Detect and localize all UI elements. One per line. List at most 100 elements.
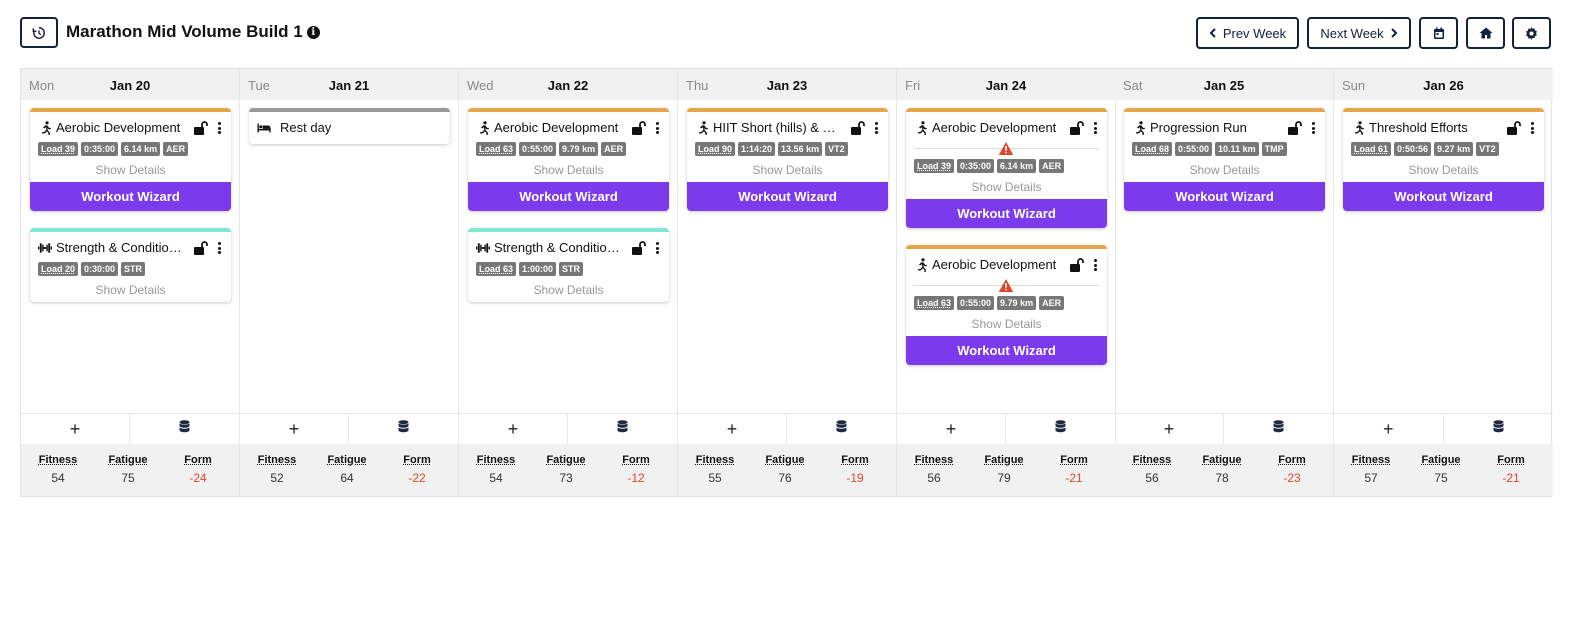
fatigue-label[interactable]: Fatigue: [1421, 454, 1461, 466]
form-label[interactable]: Form: [184, 454, 212, 466]
unlock-icon[interactable]: [850, 120, 866, 136]
fitness-label[interactable]: Fitness: [914, 454, 954, 466]
show-details-link[interactable]: Show Details: [752, 163, 823, 177]
unlock-icon[interactable]: [193, 120, 209, 136]
unlock-icon[interactable]: [1069, 257, 1085, 273]
warning-icon[interactable]: [998, 141, 1014, 156]
workout-wizard-button[interactable]: Workout Wizard: [1343, 182, 1544, 211]
add-workout-button[interactable]: +: [459, 414, 568, 444]
unlock-icon[interactable]: [1069, 120, 1085, 136]
workout-title[interactable]: Aerobic Development: [932, 257, 1057, 272]
home-button[interactable]: [1466, 17, 1505, 49]
workout-library-button[interactable]: [1224, 414, 1333, 444]
show-details-link[interactable]: Show Details: [95, 163, 166, 177]
workout-title[interactable]: Strength & Conditioning: [494, 240, 624, 255]
show-details-link[interactable]: Show Details: [971, 317, 1042, 331]
fatigue-label[interactable]: Fatigue: [546, 454, 586, 466]
workout-card[interactable]: Threshold Efforts Load 61 0:50:56 9.27 km VT…: [1343, 108, 1544, 211]
workout-title[interactable]: Rest day: [280, 120, 332, 135]
fatigue-label[interactable]: Fatigue: [765, 454, 805, 466]
more-options-icon[interactable]: [654, 240, 660, 256]
fitness-label[interactable]: Fitness: [695, 454, 735, 466]
unlock-icon[interactable]: [631, 120, 647, 136]
form-label[interactable]: Form: [1060, 454, 1088, 466]
show-details-link[interactable]: Show Details: [1189, 163, 1260, 177]
warning-icon[interactable]: [998, 278, 1014, 293]
workout-wizard-button[interactable]: Workout Wizard: [1124, 182, 1325, 211]
show-details-link[interactable]: Show Details: [533, 163, 604, 177]
add-workout-button[interactable]: +: [678, 414, 787, 444]
add-workout-button[interactable]: +: [897, 414, 1006, 444]
more-options-icon[interactable]: [216, 120, 222, 136]
workout-card[interactable]: Aerobic Development Load 39 0:35:00 6.14 km…: [30, 108, 231, 211]
show-details-link[interactable]: Show Details: [1408, 163, 1479, 177]
workout-wizard-button[interactable]: Workout Wizard: [906, 336, 1107, 365]
workout-wizard-button[interactable]: Workout Wizard: [906, 199, 1107, 228]
more-options-icon[interactable]: [1092, 120, 1098, 136]
workout-title[interactable]: Threshold Efforts: [1369, 120, 1468, 135]
rest-day-card[interactable]: Rest day: [249, 108, 450, 144]
form-label[interactable]: Form: [841, 454, 869, 466]
unlock-icon[interactable]: [1506, 120, 1522, 136]
workout-card[interactable]: Aerobic Development Load 63 0:55:00 9.79 km…: [468, 108, 669, 211]
fitness-label[interactable]: Fitness: [38, 454, 78, 466]
fitness-label[interactable]: Fitness: [1132, 454, 1172, 466]
more-options-icon[interactable]: [654, 120, 660, 136]
fitness-label[interactable]: Fitness: [476, 454, 516, 466]
workout-library-button[interactable]: [1444, 414, 1554, 444]
workout-library-button[interactable]: [787, 414, 896, 444]
form-metric: Form -21: [1044, 454, 1104, 485]
prev-week-button[interactable]: Prev Week: [1196, 17, 1299, 49]
fatigue-label[interactable]: Fatigue: [327, 454, 367, 466]
fitness-label[interactable]: Fitness: [257, 454, 297, 466]
workout-title[interactable]: Aerobic Development: [932, 120, 1057, 135]
add-workout-button[interactable]: +: [21, 414, 130, 444]
workout-title[interactable]: HIIT Short (hills) & MIT: [713, 120, 843, 135]
workout-title[interactable]: Aerobic Development: [494, 120, 619, 135]
more-options-icon[interactable]: [1529, 120, 1535, 136]
info-icon[interactable]: i: [306, 25, 320, 39]
show-details-link[interactable]: Show Details: [533, 283, 604, 297]
show-details-link[interactable]: Show Details: [95, 283, 166, 297]
form-label[interactable]: Form: [1497, 454, 1525, 466]
workout-library-button[interactable]: [1006, 414, 1115, 444]
more-options-icon[interactable]: [216, 240, 222, 256]
workout-card[interactable]: Strength & Conditioning Load 63 1:00:00 STR…: [468, 228, 669, 302]
workout-card[interactable]: Progression Run Load 68 0:55:00 10.11 km TMP…: [1124, 108, 1325, 211]
workout-title[interactable]: Progression Run: [1150, 120, 1247, 135]
unlock-icon[interactable]: [631, 240, 647, 256]
workout-wizard-button[interactable]: Workout Wizard: [687, 182, 888, 211]
add-workout-button[interactable]: +: [1334, 414, 1444, 444]
form-label[interactable]: Form: [622, 454, 650, 466]
workout-card[interactable]: Strength & Conditioning Load 20 0:30:00 STR…: [30, 228, 231, 302]
add-workout-button[interactable]: +: [1115, 414, 1224, 444]
more-options-icon[interactable]: [1092, 257, 1098, 273]
next-week-button[interactable]: Next Week: [1307, 17, 1411, 49]
workout-library-button[interactable]: [568, 414, 677, 444]
fatigue-label[interactable]: Fatigue: [1202, 454, 1242, 466]
workout-title[interactable]: Strength & Conditioning: [56, 240, 186, 255]
workout-wizard-button[interactable]: Workout Wizard: [468, 182, 669, 211]
workout-title[interactable]: Aerobic Development: [56, 120, 181, 135]
workout-wizard-button[interactable]: Workout Wizard: [30, 182, 231, 211]
workout-card[interactable]: Aerobic Development Load 63 0:55:00 9.79 km…: [906, 245, 1107, 365]
workout-library-button[interactable]: [349, 414, 458, 444]
fatigue-label[interactable]: Fatigue: [984, 454, 1024, 466]
more-options-icon[interactable]: [1310, 120, 1316, 136]
workout-card[interactable]: HIIT Short (hills) & MIT Load 90 1:14:20 13…: [687, 108, 888, 211]
more-options-icon[interactable]: [873, 120, 879, 136]
workout-card[interactable]: Aerobic Development Load 39 0:35:00 6.14 km…: [906, 108, 1107, 228]
history-button[interactable]: [20, 17, 58, 48]
add-workout-button[interactable]: +: [240, 414, 349, 444]
form-label[interactable]: Form: [403, 454, 431, 466]
unlock-icon[interactable]: [193, 240, 209, 256]
workout-library-button[interactable]: [130, 414, 239, 444]
settings-button[interactable]: [1512, 17, 1551, 49]
unlock-icon[interactable]: [1287, 120, 1303, 136]
fatigue-label[interactable]: Fatigue: [108, 454, 148, 466]
calendar-button[interactable]: [1419, 17, 1458, 49]
day-date: Jan 21: [328, 78, 370, 93]
show-details-link[interactable]: Show Details: [971, 180, 1042, 194]
fitness-label[interactable]: Fitness: [1351, 454, 1391, 466]
form-label[interactable]: Form: [1278, 454, 1306, 466]
